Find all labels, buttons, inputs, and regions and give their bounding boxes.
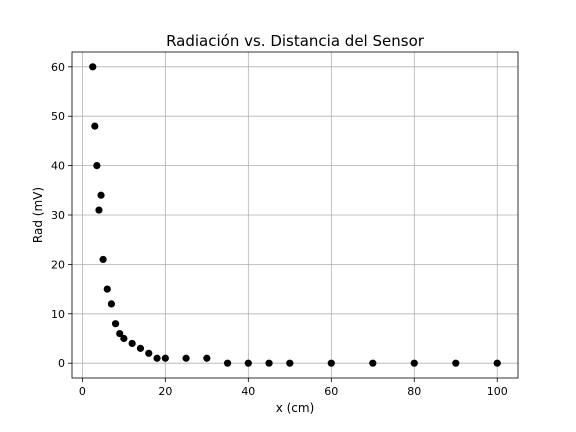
data-point: [223, 359, 232, 367]
data-point: [182, 354, 190, 362]
data-point: [153, 354, 161, 362]
data-point: [107, 300, 116, 308]
data-point: [128, 339, 136, 348]
data-point: [103, 285, 111, 293]
data-point: [93, 162, 101, 170]
plot-frame: [71, 51, 519, 379]
data-point: [97, 191, 105, 199]
data-point: [145, 349, 153, 357]
data-point: [265, 359, 273, 367]
x-tick-label: 60: [324, 385, 338, 398]
y-tick-label: 50: [51, 110, 65, 123]
data-point: [111, 320, 120, 328]
data-point: [369, 359, 377, 367]
grid: [72, 52, 518, 378]
data-point: [244, 359, 252, 367]
data-point: [120, 334, 128, 343]
data-point: [452, 359, 460, 367]
y-tick-label: 20: [51, 258, 65, 271]
data-point: [161, 354, 169, 362]
data-point: [203, 354, 211, 362]
y-tick-label: 10: [51, 308, 65, 321]
data-point: [286, 359, 294, 367]
y-tick-label: 30: [51, 209, 65, 222]
y-tick-label: 0: [58, 357, 65, 370]
data-point: [95, 206, 103, 214]
data-point: [89, 63, 97, 71]
data-points: [89, 63, 501, 367]
data-point: [493, 359, 501, 367]
data-point: [327, 359, 335, 367]
x-tick-label: 100: [487, 385, 508, 398]
data-point: [91, 122, 99, 130]
data-point: [136, 344, 145, 352]
x-tick-label: 40: [241, 385, 255, 398]
x-axis-label: x (cm): [276, 401, 315, 415]
chart-title: Radiación vs. Distancia del Sensor: [166, 32, 425, 50]
x-tick-label: 20: [158, 385, 172, 398]
data-point: [99, 255, 107, 264]
axis-ticks: 0 20 40 60 80 100 0 10 20 30 40 50 60: [51, 61, 508, 398]
y-axis-label: Rad (mV): [31, 187, 45, 243]
y-tick-label: 60: [51, 61, 65, 74]
x-tick-label: 0: [79, 385, 86, 398]
data-point: [116, 329, 124, 338]
y-tick-label: 40: [51, 160, 65, 173]
x-tick-label: 80: [407, 385, 421, 398]
data-point: [410, 359, 418, 367]
